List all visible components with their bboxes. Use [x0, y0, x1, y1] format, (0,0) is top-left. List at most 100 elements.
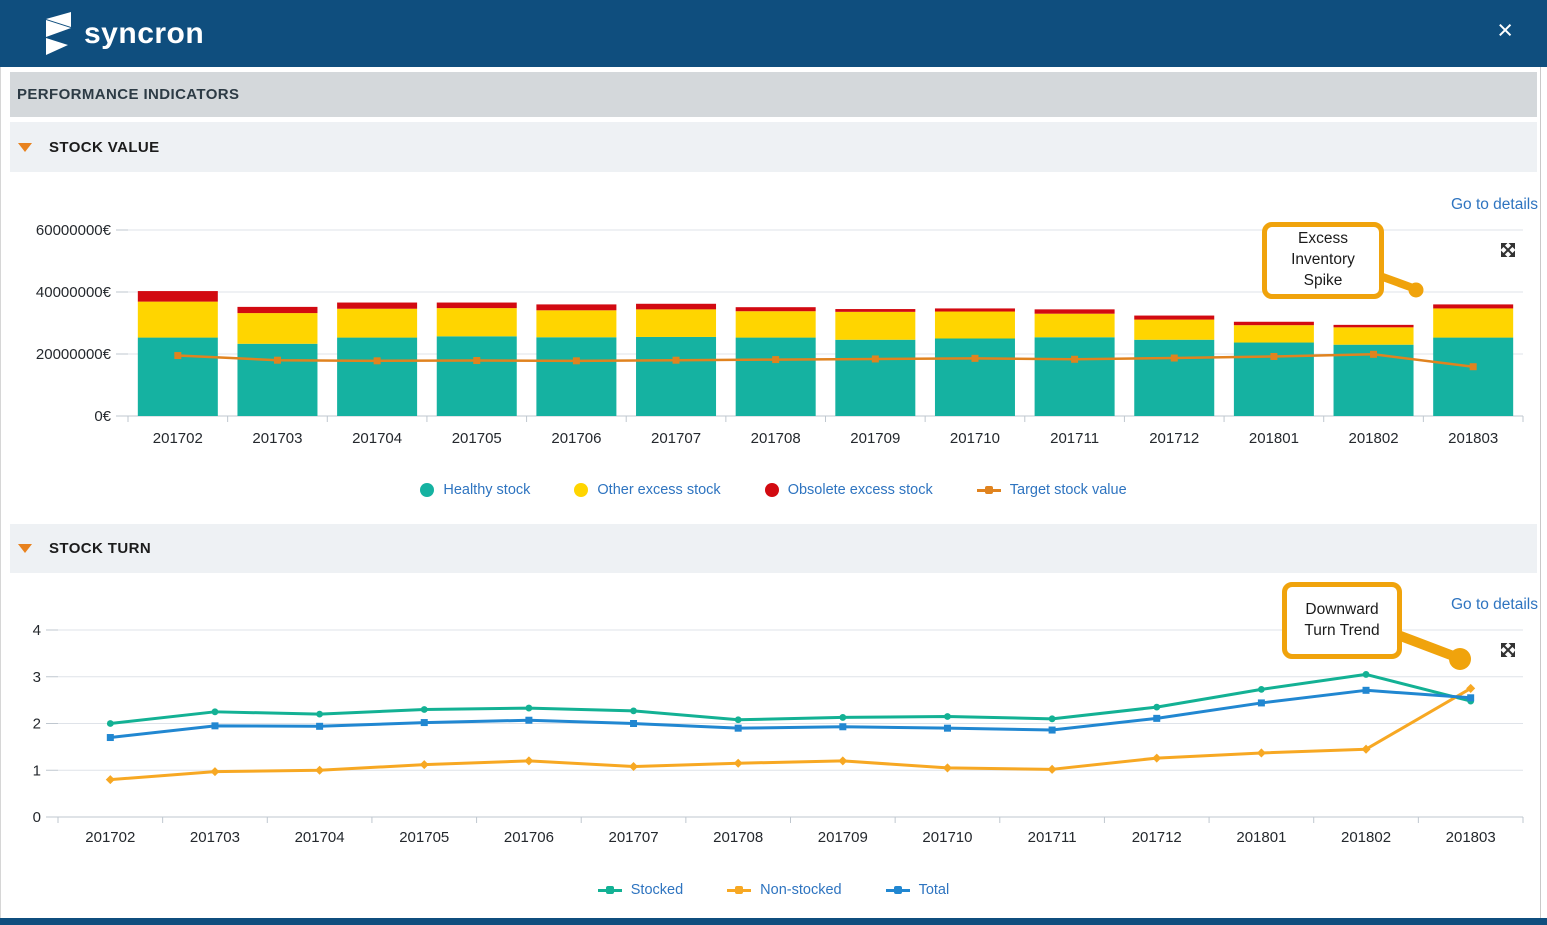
bar-segment-obsolete-excess-stock[interactable] [1233, 321, 1314, 326]
bar-segment-other-excess-stock[interactable] [1233, 325, 1314, 343]
legend-item-stocked[interactable]: Stocked [597, 882, 683, 898]
data-point-marker[interactable] [420, 719, 428, 727]
data-point-marker[interactable] [316, 722, 324, 730]
data-point-marker[interactable] [971, 354, 979, 362]
data-point-marker[interactable] [944, 713, 951, 720]
bar-segment-other-excess-stock[interactable] [137, 301, 218, 338]
section-header-stock-value[interactable]: STOCK VALUE [10, 122, 1537, 172]
bar-segment-other-excess-stock[interactable] [436, 308, 517, 337]
data-point-marker[interactable] [1256, 748, 1266, 758]
data-point-marker[interactable] [942, 763, 952, 773]
legend-item-other-excess-stock[interactable]: Other excess stock [574, 482, 721, 498]
data-point-marker[interactable] [524, 756, 534, 766]
bar-segment-healthy-stock[interactable] [934, 338, 1015, 417]
bar-segment-other-excess-stock[interactable] [934, 311, 1015, 339]
data-point-marker[interactable] [525, 704, 533, 712]
bar-segment-healthy-stock[interactable] [636, 336, 717, 416]
data-point-marker[interactable] [1467, 694, 1475, 702]
bar-segment-obsolete-excess-stock[interactable] [337, 302, 418, 309]
data-point-marker[interactable] [106, 720, 114, 727]
data-point-marker[interactable] [1048, 715, 1056, 723]
bar-segment-healthy-stock[interactable] [1034, 337, 1115, 416]
collapse-triangle-icon[interactable] [18, 544, 32, 553]
data-point-marker[interactable] [419, 760, 429, 770]
data-point-marker[interactable] [316, 710, 324, 718]
bar-segment-other-excess-stock[interactable] [237, 313, 318, 344]
data-point-marker[interactable] [839, 714, 847, 721]
data-point-marker[interactable] [473, 357, 481, 365]
bar-segment-other-excess-stock[interactable] [337, 308, 418, 338]
data-point-marker[interactable] [315, 765, 325, 775]
bar-segment-obsolete-excess-stock[interactable] [1333, 324, 1414, 328]
data-point-marker[interactable] [1361, 744, 1371, 754]
bar-segment-obsolete-excess-stock[interactable] [1134, 315, 1215, 320]
data-point-marker[interactable] [211, 708, 219, 716]
data-point-marker[interactable] [630, 707, 637, 715]
data-point-marker[interactable] [273, 356, 281, 364]
bar-segment-healthy-stock[interactable] [237, 343, 318, 416]
data-point-marker[interactable] [105, 775, 115, 785]
data-point-marker[interactable] [1152, 753, 1162, 763]
go-to-details-link-stock-turn[interactable]: Go to details [1450, 596, 1538, 613]
bar-segment-other-excess-stock[interactable] [835, 311, 916, 340]
bar-segment-healthy-stock[interactable] [137, 337, 218, 416]
data-point-marker[interactable] [630, 720, 638, 727]
data-point-marker[interactable] [1257, 685, 1265, 693]
data-point-marker[interactable] [734, 724, 742, 732]
bar-segment-other-excess-stock[interactable] [1433, 308, 1514, 338]
data-point-marker[interactable] [1153, 714, 1161, 722]
data-point-marker[interactable] [525, 716, 533, 724]
close-icon[interactable]: × [1497, 15, 1513, 45]
expand-icon[interactable] [1499, 641, 1517, 659]
section-header-stock-turn[interactable]: STOCK TURN [10, 524, 1537, 573]
bar-segment-other-excess-stock[interactable] [735, 311, 816, 338]
bar-segment-obsolete-excess-stock[interactable] [1034, 309, 1115, 314]
bar-segment-obsolete-excess-stock[interactable] [835, 309, 916, 312]
bar-segment-obsolete-excess-stock[interactable] [1433, 304, 1514, 309]
data-point-marker[interactable] [211, 722, 219, 730]
data-point-marker[interactable] [733, 758, 743, 768]
data-point-marker[interactable] [734, 716, 742, 724]
data-point-marker[interactable] [1257, 699, 1265, 707]
bar-segment-obsolete-excess-stock[interactable] [636, 303, 717, 310]
data-point-marker[interactable] [839, 723, 847, 731]
bar-segment-healthy-stock[interactable] [1134, 339, 1215, 416]
data-point-marker[interactable] [1047, 764, 1057, 774]
data-point-marker[interactable] [420, 706, 428, 713]
bar-segment-other-excess-stock[interactable] [1333, 327, 1414, 345]
data-point-marker[interactable] [106, 734, 114, 742]
legend-item-target-stock-value[interactable]: Target stock value [976, 482, 1127, 498]
bar-segment-other-excess-stock[interactable] [536, 310, 617, 338]
data-point-marker[interactable] [1071, 355, 1079, 363]
collapse-triangle-icon[interactable] [18, 142, 32, 152]
bar-segment-healthy-stock[interactable] [337, 337, 418, 416]
data-point-marker[interactable] [1362, 686, 1370, 694]
data-point-marker[interactable] [174, 352, 182, 360]
bar-segment-obsolete-excess-stock[interactable] [137, 291, 218, 302]
legend-item-healthy-stock[interactable]: Healthy stock [420, 482, 530, 498]
data-point-marker[interactable] [373, 357, 381, 365]
bar-segment-obsolete-excess-stock[interactable] [934, 308, 1015, 312]
bar-segment-obsolete-excess-stock[interactable] [735, 307, 816, 312]
data-point-marker[interactable] [572, 357, 580, 365]
bar-segment-other-excess-stock[interactable] [1134, 319, 1215, 340]
legend-item-total[interactable]: Total [885, 882, 949, 898]
bar-segment-healthy-stock[interactable] [436, 336, 517, 416]
legend-item-obsolete-excess-stock[interactable]: Obsolete excess stock [764, 482, 933, 498]
data-point-marker[interactable] [629, 761, 639, 772]
bar-segment-obsolete-excess-stock[interactable] [237, 306, 318, 314]
bar-segment-healthy-stock[interactable] [735, 337, 816, 416]
data-point-marker[interactable] [1153, 703, 1161, 711]
bar-segment-obsolete-excess-stock[interactable] [436, 302, 517, 309]
bar-segment-obsolete-excess-stock[interactable] [536, 304, 617, 311]
data-point-marker[interactable] [1048, 726, 1056, 734]
bar-segment-healthy-stock[interactable] [835, 339, 916, 416]
data-point-marker[interactable] [1370, 350, 1378, 358]
go-to-details-link-stock-value[interactable]: Go to details [1450, 196, 1538, 213]
data-point-marker[interactable] [838, 756, 848, 766]
data-point-marker[interactable] [871, 355, 879, 363]
data-point-marker[interactable] [1362, 671, 1370, 678]
data-point-marker[interactable] [210, 767, 220, 777]
data-point-marker[interactable] [672, 356, 680, 364]
data-point-marker[interactable] [772, 356, 780, 364]
